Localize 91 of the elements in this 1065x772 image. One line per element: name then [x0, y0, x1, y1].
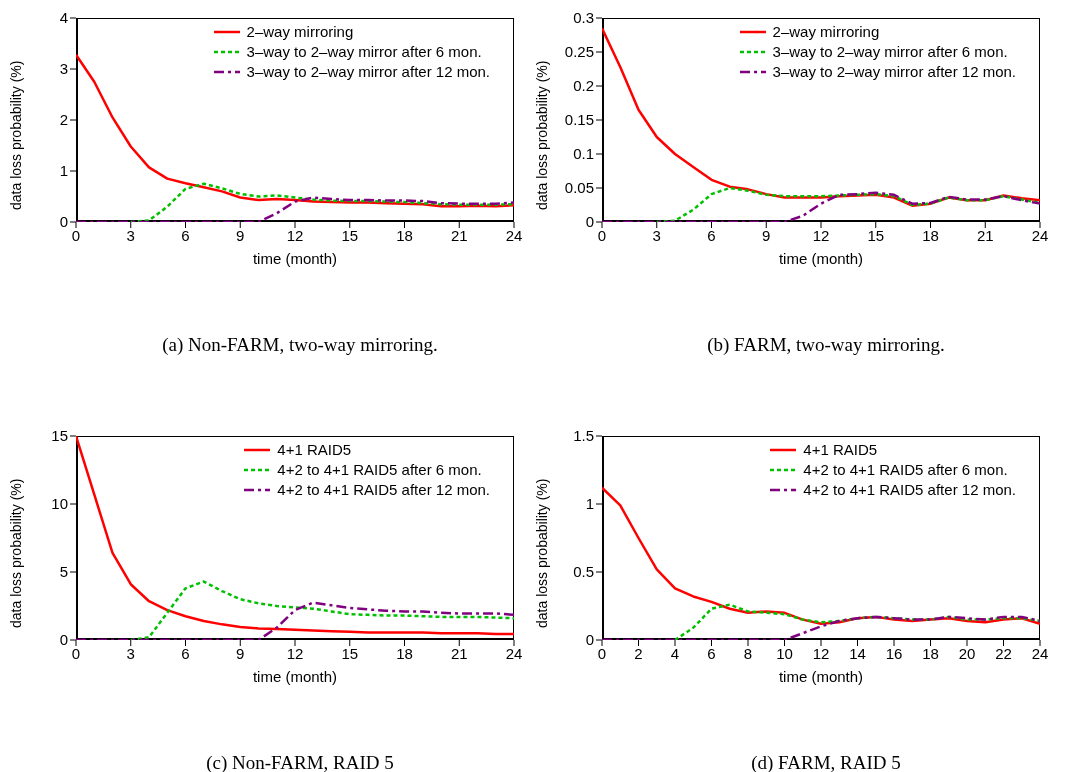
- legend-label: 3–way to 2–way mirror after 12 mon.: [246, 62, 490, 82]
- x-tick-label: 18: [922, 644, 939, 662]
- x-axis-title: time (month): [252, 668, 338, 685]
- y-axis-title: data loss probability (%): [7, 60, 24, 210]
- x-tick-label: 10: [776, 644, 793, 662]
- line-series: [655, 186, 1040, 222]
- line-series: [602, 615, 1040, 640]
- y-tick-label: 10: [51, 495, 68, 513]
- legend-label: 4+2 to 4+1 RAID5 after 6 mon.: [803, 460, 1008, 480]
- x-tick-label: 3: [126, 644, 135, 662]
- text: (b) FARM, two-way mirroring.: [706, 334, 946, 356]
- y-tick-label: 2: [59, 111, 68, 129]
- x-tick-label: 4: [670, 644, 680, 662]
- legend-label: 2–way mirroring: [772, 22, 880, 42]
- x-tick-label: 24: [1031, 226, 1049, 244]
- x-tick-label: 9: [762, 226, 771, 244]
- x-tick-label: 8: [743, 644, 753, 662]
- y-tick-label: 0.05: [564, 179, 594, 197]
- x-tick-label: 3: [652, 226, 661, 244]
- x-tick-label: 21: [450, 226, 468, 244]
- y-tick-label: 1.5: [573, 427, 594, 445]
- x-tick-label: 2: [634, 644, 643, 662]
- x-tick-label: 12: [286, 644, 304, 662]
- legend-label: 3–way to 2–way mirror after 12 mon.: [772, 62, 1016, 82]
- x-tick-label: 12: [286, 226, 304, 244]
- line-series: [602, 191, 1040, 222]
- x-tick-label: 0: [71, 226, 81, 244]
- line-series: [129, 580, 514, 640]
- legend-label: 4+2 to 4+1 RAID5 after 12 mon.: [277, 480, 490, 500]
- x-tick-label: 22: [995, 644, 1012, 662]
- y-tick-label: 0: [59, 213, 68, 231]
- x-tick-label: 24: [505, 226, 523, 244]
- x-tick-label: 6: [181, 226, 190, 244]
- x-tick-label: 18: [396, 644, 413, 662]
- y-tick-label: 0: [59, 631, 68, 649]
- line-series: [76, 601, 514, 640]
- y-tick-label: 0.5: [573, 563, 594, 581]
- line-series: [673, 603, 1040, 640]
- y-tick-label: 1: [59, 162, 68, 180]
- x-tick-label: 0: [71, 644, 81, 662]
- legend-label: 3–way to 2–way mirror after 6 mon.: [246, 42, 482, 62]
- y-tick-label: 15: [51, 427, 68, 445]
- line-series: [76, 436, 514, 636]
- x-tick-label: 20: [958, 644, 976, 662]
- y-tick-label: 0.15: [564, 111, 594, 129]
- x-tick-label: 6: [181, 644, 190, 662]
- legend-label: 4+1 RAID5: [277, 440, 352, 460]
- y-tick-label: 0: [585, 213, 594, 231]
- x-tick-label: 21: [450, 644, 468, 662]
- y-tick-label: 0.3: [573, 9, 594, 27]
- y-tick-label: 3: [59, 60, 68, 78]
- x-tick-label: 0: [597, 226, 607, 244]
- x-axis-title: time (month): [778, 250, 864, 267]
- x-tick-label: 6: [707, 226, 716, 244]
- line-series: [76, 196, 514, 222]
- y-tick-label: 5: [59, 563, 68, 581]
- y-axis-title: data loss probability (%): [533, 60, 550, 210]
- x-tick-label: 24: [505, 644, 523, 662]
- x-tick-label: 21: [976, 226, 994, 244]
- x-tick-label: 12: [812, 644, 830, 662]
- y-axis-title: data loss probability (%): [533, 478, 550, 628]
- x-tick-label: 18: [922, 226, 939, 244]
- x-axis-title: time (month): [252, 250, 338, 267]
- x-tick-label: 0: [597, 644, 607, 662]
- x-tick-label: 15: [341, 226, 359, 244]
- y-tick-label: 0.25: [564, 43, 594, 61]
- legend-label: 4+2 to 4+1 RAID5 after 6 mon.: [277, 460, 482, 480]
- x-axis-title: time (month): [778, 668, 864, 685]
- x-tick-label: 9: [236, 644, 245, 662]
- x-tick-label: 24: [1031, 644, 1049, 662]
- y-tick-label: 0: [585, 631, 594, 649]
- x-tick-label: 15: [867, 226, 885, 244]
- line-series: [129, 182, 514, 222]
- legend-label: 4+2 to 4+1 RAID5 after 12 mon.: [803, 480, 1016, 500]
- legend-label: 2–way mirroring: [246, 22, 354, 42]
- x-tick-label: 3: [126, 226, 135, 244]
- x-tick-label: 9: [236, 226, 245, 244]
- x-tick-label: 18: [396, 226, 413, 244]
- x-tick-label: 6: [707, 644, 716, 662]
- y-tick-label: 4: [59, 9, 68, 27]
- text: (a) Non-FARM, two-way mirroring.: [161, 334, 439, 356]
- legend-label: 3–way to 2–way mirror after 6 mon.: [772, 42, 1008, 62]
- y-tick-label: 1: [585, 495, 594, 513]
- y-tick-label: 0.2: [573, 77, 594, 95]
- x-tick-label: 15: [341, 644, 359, 662]
- x-tick-label: 16: [885, 644, 903, 662]
- legend-label: 4+1 RAID5: [803, 440, 878, 460]
- x-tick-label: 12: [812, 226, 830, 244]
- y-tick-label: 0.1: [573, 145, 594, 163]
- x-tick-label: 14: [849, 644, 866, 662]
- y-axis-title: data loss probability (%): [7, 478, 24, 628]
